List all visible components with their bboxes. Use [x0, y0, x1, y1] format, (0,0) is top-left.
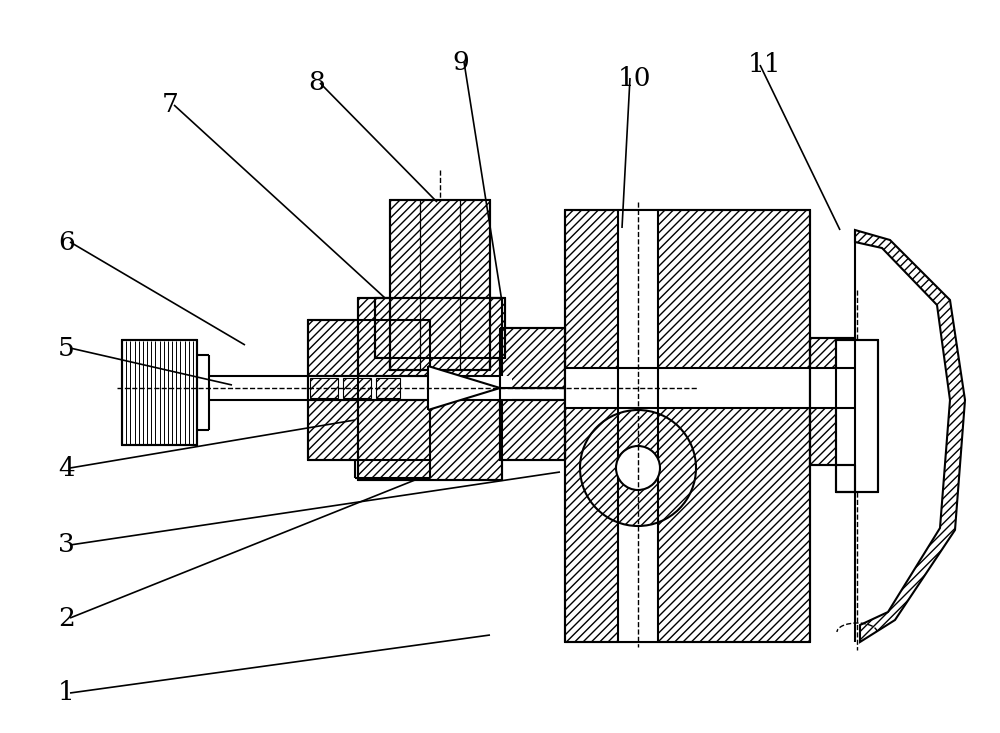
Bar: [836, 340, 878, 492]
Bar: [343, 378, 371, 398]
Text: 4: 4: [58, 455, 75, 481]
Bar: [565, 368, 810, 408]
Text: 10: 10: [618, 65, 652, 90]
Bar: [358, 376, 502, 400]
Bar: [810, 368, 855, 408]
Bar: [375, 298, 505, 358]
Text: 9: 9: [452, 50, 469, 75]
Bar: [565, 210, 810, 642]
Text: 8: 8: [308, 70, 325, 95]
Text: 6: 6: [58, 229, 75, 254]
Bar: [310, 378, 338, 398]
Bar: [308, 376, 430, 400]
Bar: [810, 338, 855, 465]
Bar: [122, 340, 197, 445]
Bar: [618, 210, 658, 642]
Polygon shape: [855, 230, 965, 642]
Bar: [390, 200, 490, 370]
Text: 5: 5: [58, 336, 75, 361]
Bar: [500, 400, 565, 460]
Text: 2: 2: [58, 605, 75, 630]
Bar: [376, 378, 400, 398]
Text: 3: 3: [58, 532, 75, 558]
Text: 7: 7: [162, 92, 179, 117]
Bar: [358, 298, 502, 480]
Text: 11: 11: [748, 53, 782, 78]
Polygon shape: [428, 366, 500, 410]
Bar: [500, 376, 512, 400]
Circle shape: [580, 410, 696, 526]
Bar: [500, 328, 565, 388]
Text: 1: 1: [58, 680, 75, 705]
Bar: [308, 320, 430, 460]
Circle shape: [616, 446, 660, 490]
